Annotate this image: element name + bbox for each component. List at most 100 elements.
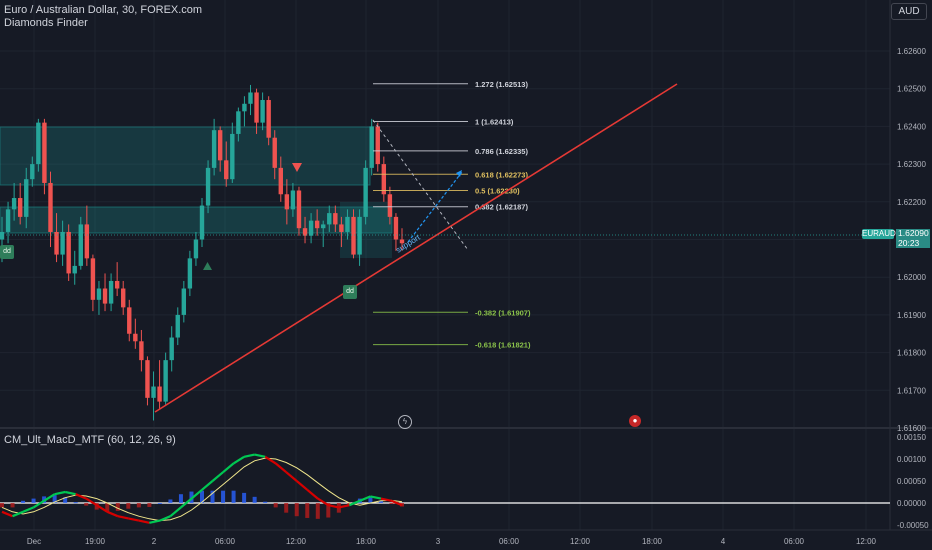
candle-body <box>387 194 393 217</box>
sell-triangle <box>292 163 302 172</box>
candle-body <box>236 111 241 134</box>
flag-icon[interactable]: ● <box>629 415 641 427</box>
x-tick-label: 12:00 <box>570 537 591 546</box>
macd-histogram-bar <box>168 499 173 503</box>
y-tick-label: 1.62200 <box>897 198 926 207</box>
macd-histogram-bar <box>157 503 162 504</box>
countdown: 20:23 <box>898 237 920 248</box>
macd-line-segment <box>264 455 277 465</box>
candle-body <box>260 100 265 123</box>
macd-line-segment <box>359 495 371 502</box>
candle-body <box>30 164 35 180</box>
macd-histogram-bar <box>294 503 299 517</box>
fib-label: 0.618 (1.62273) <box>475 170 528 179</box>
candle-body <box>72 265 77 274</box>
candle-body <box>339 224 344 232</box>
candle-body <box>333 213 338 225</box>
candle-body <box>84 224 90 259</box>
macd-line-segment <box>159 515 171 522</box>
macd-histogram-bar <box>221 490 226 503</box>
macd-histogram-bar <box>210 490 215 503</box>
macd-line-segment <box>96 504 108 513</box>
macd-histogram-bar <box>326 503 331 518</box>
x-tick-label: 06:00 <box>784 537 805 546</box>
candle-body <box>375 126 380 165</box>
y-tick-label: 1.61600 <box>897 424 926 433</box>
y-tick-label: 1.62400 <box>897 122 926 131</box>
candle-body <box>133 333 138 342</box>
macd-line-segment <box>190 488 203 500</box>
macd-histogram-bar <box>284 503 289 513</box>
candle-body <box>211 130 217 168</box>
candle-body <box>369 126 374 168</box>
macd-line-segment <box>1 510 13 518</box>
macd-line-segment <box>285 471 298 482</box>
candle-body <box>24 179 29 217</box>
macd-histogram-bar <box>242 492 247 503</box>
candle-body <box>230 133 235 180</box>
macd-line-segment <box>370 495 382 500</box>
macd-line-segment <box>296 480 308 491</box>
candle-body <box>151 386 156 398</box>
candle-body <box>169 337 174 361</box>
macd-histogram-bar <box>178 494 183 503</box>
macd-signal-line <box>1 457 403 522</box>
candle-body <box>351 216 356 255</box>
candle-body <box>78 224 83 266</box>
macd-line-segment <box>222 462 235 474</box>
chart-title: Euro / Australian Dollar, 30, FOREX.com <box>4 4 203 16</box>
macd-histogram-bar <box>200 490 204 503</box>
macd-line-segment <box>211 471 224 482</box>
macd-line-segment <box>180 497 193 509</box>
candle-body <box>0 231 5 240</box>
lightning-icon[interactable]: ϟ <box>398 415 412 429</box>
macd-line-segment <box>106 510 119 518</box>
candle-body <box>48 182 53 232</box>
x-tick-label: 3 <box>436 537 441 546</box>
candle-body <box>163 360 168 402</box>
macd-histogram-bar <box>305 503 310 518</box>
candle-body <box>121 288 126 308</box>
candle-body <box>272 137 277 168</box>
dd-marker: dd <box>343 285 357 299</box>
candle-body <box>60 231 65 255</box>
fib-label: 1.272 (1.62513) <box>475 80 528 89</box>
currency-button[interactable]: AUD <box>891 3 927 20</box>
macd-histogram-bar <box>52 495 57 503</box>
fib-label: -0.382 (1.61907) <box>475 308 531 317</box>
macd-line-segment <box>274 462 287 474</box>
fib-label: 0.382 (1.62187) <box>475 203 528 212</box>
buy-triangle <box>203 262 212 270</box>
macd-histogram-bar <box>63 497 68 503</box>
candle-body <box>17 198 23 217</box>
macd-line-segment <box>306 488 319 500</box>
candle-body <box>242 103 247 112</box>
macd-histogram-bar <box>147 503 152 507</box>
y-tick-label: 1.61700 <box>897 386 926 395</box>
macd-line-segment <box>232 455 245 465</box>
candle-body <box>290 190 296 210</box>
macd-line-segment <box>243 453 255 458</box>
macd-y-tick-label: 0.00050 <box>897 477 926 486</box>
candle-body <box>357 216 362 255</box>
candle-body <box>363 167 368 217</box>
macd-histogram-bar <box>273 503 278 508</box>
candle-body <box>308 220 314 236</box>
macd-histogram-bar <box>315 503 320 519</box>
candle-body <box>284 194 290 210</box>
macd-title: CM_Ult_MacD_MTF (60, 12, 26, 9) <box>4 434 176 446</box>
y-tick-label: 1.62300 <box>897 160 926 169</box>
macd-histogram-bar <box>378 500 383 503</box>
candle-body <box>42 122 47 183</box>
candle-body <box>302 228 308 236</box>
y-tick-label: 1.62000 <box>897 273 926 282</box>
macd-histogram-bar <box>10 503 15 508</box>
arrow-head <box>456 170 462 177</box>
candle-body <box>139 341 144 361</box>
indicator-name: Diamonds Finder <box>4 17 88 29</box>
macd-line-segment <box>328 504 340 509</box>
candle-body <box>5 209 11 232</box>
x-tick-label: 19:00 <box>85 537 106 546</box>
candle-body <box>66 231 71 274</box>
